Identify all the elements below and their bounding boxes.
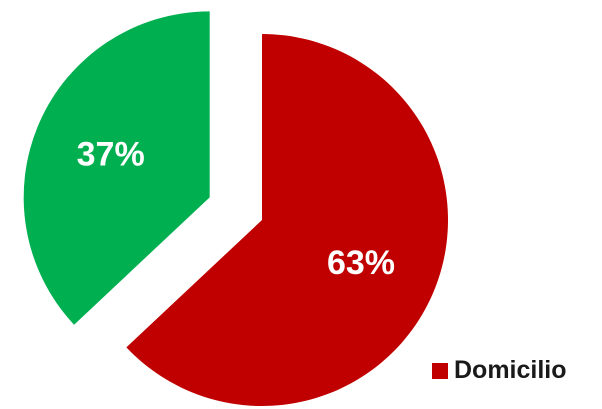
legend: Domicilio — [432, 356, 567, 385]
pie-slice-domicilio — [126, 34, 448, 406]
slice-label-other: 37% — [77, 136, 145, 174]
legend-label-domicilio: Domicilio — [454, 356, 567, 384]
slice-label-domicilio: 63% — [327, 244, 395, 282]
legend-swatch-domicilio — [432, 362, 448, 379]
pie-slice-other — [23, 11, 210, 325]
